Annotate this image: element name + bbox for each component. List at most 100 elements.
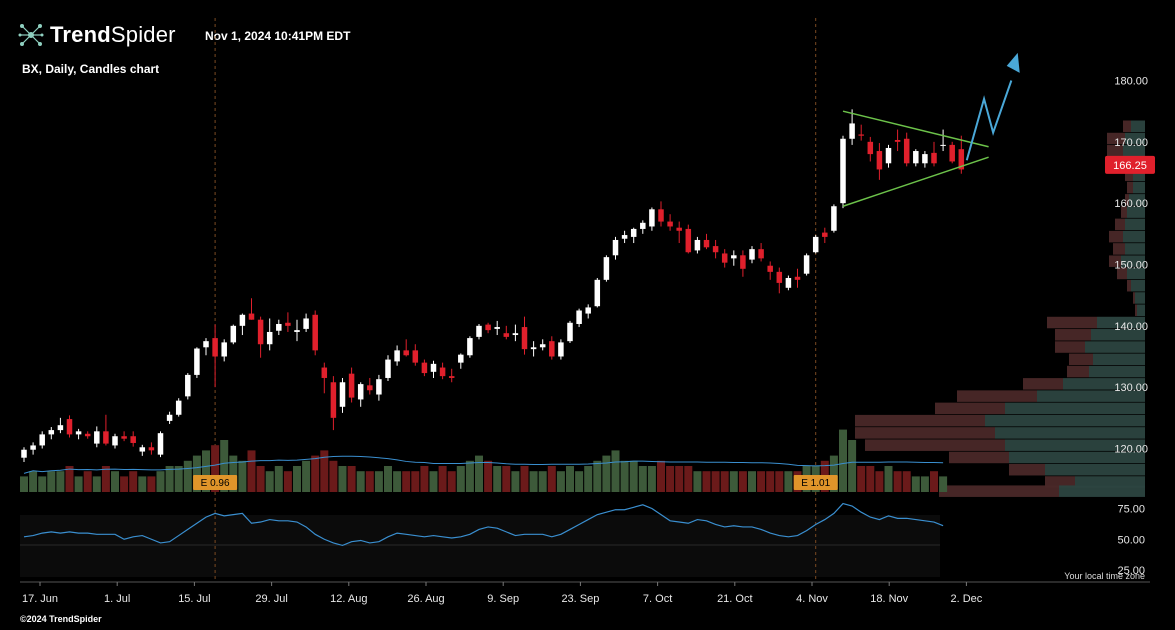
earnings-badge [193, 475, 238, 490]
rsi-line [23, 502, 944, 547]
candle-body [667, 221, 673, 227]
candle-body [476, 325, 482, 337]
volume-bar [65, 466, 74, 492]
candle-body [676, 227, 682, 231]
volume-profile-up-bar [1009, 451, 1145, 464]
volume-profile-down-bar [1109, 255, 1121, 267]
candle-body [194, 348, 200, 375]
volume-profile-up-bar [1005, 402, 1145, 415]
volume-bar [638, 466, 647, 492]
candle-body [439, 367, 446, 377]
volume-profile-up-bar [1085, 341, 1145, 353]
candle-body [949, 144, 955, 162]
candle-body [130, 436, 136, 443]
candle-body [867, 141, 874, 155]
volume-profile-up-bar [1123, 145, 1145, 157]
volume-profile-down-bar [1135, 304, 1137, 316]
volume-bar [83, 471, 92, 492]
chart-subtitle: BX, Daily, Candles chart [22, 62, 160, 76]
price-axis-tick: 140.00 [1114, 321, 1148, 333]
volume-bar [29, 471, 38, 492]
volume-bar [729, 471, 738, 492]
volume-bar [220, 440, 229, 492]
volume-profile-up-bar [1093, 353, 1145, 366]
candle-body [166, 414, 173, 421]
candle-body [148, 447, 155, 451]
volume-bar [165, 466, 174, 492]
triangle-lower-trendline [842, 156, 989, 207]
volume-profile-up-bar [995, 427, 1145, 439]
volume-average-line [23, 455, 944, 474]
volume-profile-down-bar [1107, 132, 1125, 145]
volume-bar [229, 455, 238, 492]
volume-bar [138, 476, 147, 492]
volume-profile-down-bar [1047, 316, 1097, 329]
candle-body [94, 431, 100, 444]
candle-body [376, 379, 382, 395]
candle-body [567, 322, 573, 342]
rsi-axis-tick: 50.00 [1117, 534, 1145, 546]
brand-header: TrendSpider [18, 22, 176, 48]
rsi-panel [20, 515, 940, 577]
volume-profile-down-bar [1009, 463, 1045, 476]
candle-body [603, 257, 610, 280]
volume-bar [884, 466, 893, 492]
candle-body [849, 123, 855, 139]
candle-body [348, 373, 355, 398]
volume-profile-down-bar [1067, 365, 1089, 378]
volume-profile-up-bar [1133, 169, 1145, 182]
volume-profile-down-bar [855, 427, 995, 439]
candle-body [75, 431, 82, 435]
candle-body [385, 359, 391, 378]
volume-profile-down-bar [1023, 378, 1063, 390]
spider-node-icon [18, 24, 44, 46]
volume-bar [192, 455, 201, 492]
volume-bar [602, 455, 611, 492]
candle-body [121, 436, 127, 439]
candle-body [530, 347, 537, 350]
volume-bar [356, 471, 365, 492]
candle-body [649, 209, 655, 227]
last-price-tag [1105, 155, 1155, 174]
volume-bar [111, 471, 119, 492]
volume-bar [529, 471, 538, 492]
volume-bar [320, 450, 329, 492]
candle-body [266, 331, 273, 345]
volume-bar [183, 460, 192, 492]
candle-body [640, 222, 646, 229]
volume-bar [657, 460, 665, 492]
time-axis-label: 7. Oct [643, 593, 672, 605]
volume-bar [538, 471, 547, 492]
volume-profile-up-bar [1125, 132, 1145, 145]
candle-body [785, 277, 792, 288]
volume-bar [402, 471, 411, 492]
volume-bar [939, 476, 948, 492]
volume-bar [465, 460, 474, 492]
volume-profile-up-bar [1091, 329, 1145, 341]
candle-body [157, 433, 164, 455]
volume-bar [693, 471, 702, 492]
candle-body [339, 382, 346, 407]
candle-body [21, 449, 27, 458]
price-axis-tick: 180.00 [1114, 76, 1148, 88]
time-axis-label: 1. Jul [104, 593, 130, 605]
breakout-arrow-line [965, 80, 1013, 161]
candle-body [467, 338, 473, 356]
volume-bar [101, 466, 110, 492]
candle-body [367, 385, 373, 391]
volume-bar [620, 460, 629, 492]
volume-profile-up-bar [1005, 439, 1145, 451]
candle-body [503, 333, 510, 337]
volume-bar [120, 476, 129, 492]
volume-profile-down-bar [1045, 476, 1075, 488]
candle-body [403, 350, 409, 356]
time-axis-label: 2. Dec [951, 593, 983, 605]
volume-profile-up-bar [1129, 194, 1145, 206]
volume-profile-down-bar [1125, 194, 1129, 206]
volume-bar [556, 471, 565, 492]
candle-body [894, 139, 901, 142]
candle-body [630, 228, 637, 237]
candle-body [794, 276, 801, 280]
candle-body [612, 239, 619, 256]
